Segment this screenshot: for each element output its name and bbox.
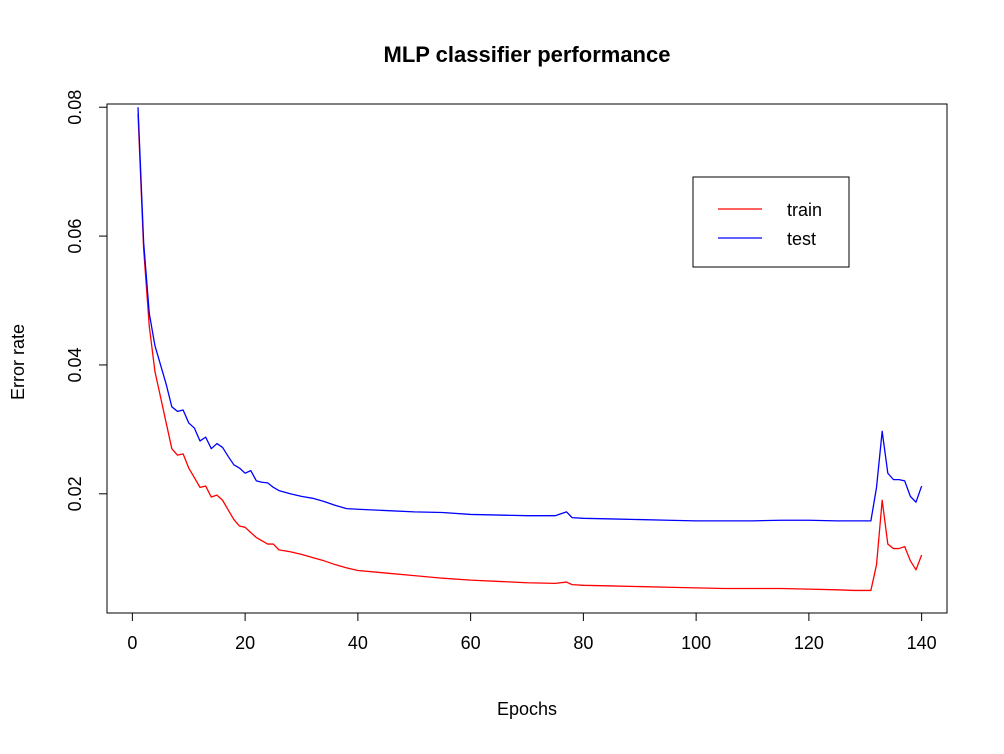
y-tick-label: 0.04 <box>65 347 85 382</box>
y-axis-label: Error rate <box>8 324 28 400</box>
x-tick-label: 100 <box>681 633 711 653</box>
x-axis-label: Epochs <box>497 699 557 719</box>
x-tick-label: 40 <box>348 633 368 653</box>
x-tick-label: 0 <box>127 633 137 653</box>
series-layer <box>137 107 923 592</box>
chart-title: MLP classifier performance <box>384 42 671 67</box>
x-tick-label: 140 <box>907 633 937 653</box>
legend-label-train: train <box>787 200 822 220</box>
y-axis: 0.02 0.04 0.06 0.08 <box>65 90 108 511</box>
x-axis: 0 20 40 60 80 100 120 140 <box>127 612 937 653</box>
legend: train test <box>692 176 850 268</box>
legend-box <box>692 176 850 268</box>
x-tick-label: 60 <box>461 633 481 653</box>
y-tick-label: 0.06 <box>65 219 85 254</box>
y-tick-label: 0.02 <box>65 476 85 511</box>
legend-label-test: test <box>787 229 816 249</box>
series-line-test <box>137 107 923 522</box>
x-tick-label: 20 <box>235 633 255 653</box>
x-tick-label: 120 <box>794 633 824 653</box>
x-tick-label: 80 <box>573 633 593 653</box>
y-tick-label: 0.08 <box>65 90 85 125</box>
series-line-train <box>137 113 923 592</box>
